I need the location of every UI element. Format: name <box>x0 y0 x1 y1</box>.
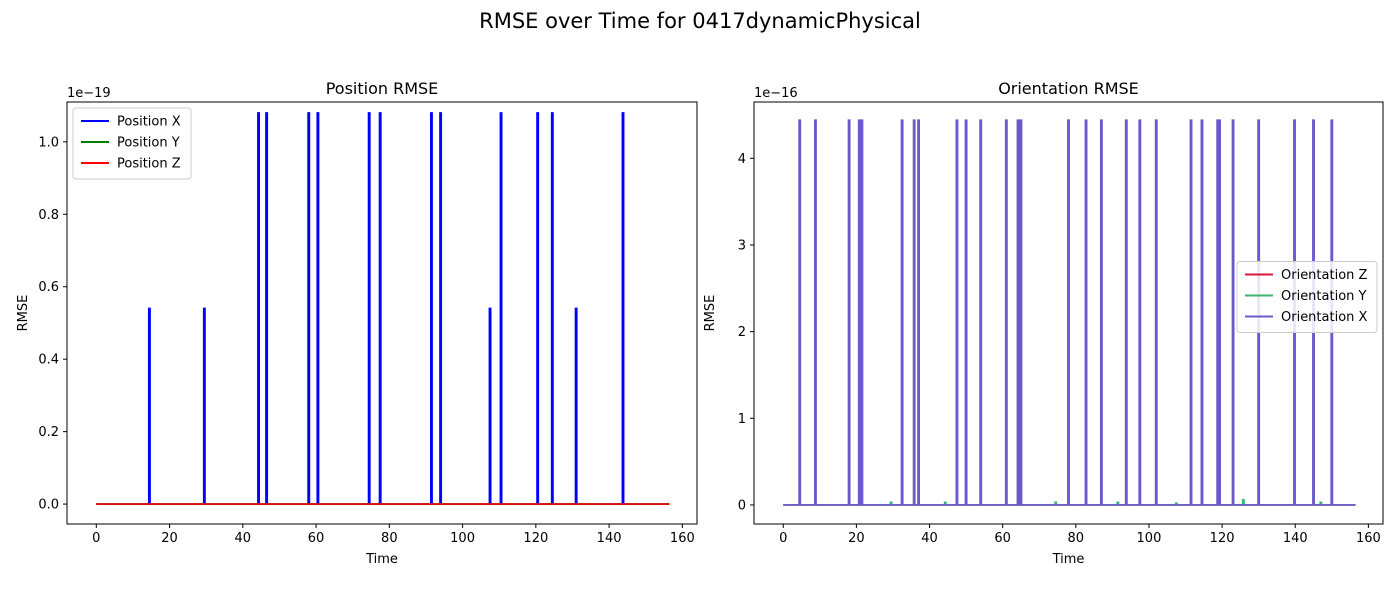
x-tick-label: 60 <box>994 531 1011 546</box>
x-tick-label: 20 <box>848 531 865 546</box>
legend-box <box>72 107 192 180</box>
legend-entry: Position X <box>117 115 181 130</box>
legend: Position X Position Y Position Z <box>72 107 192 180</box>
x-tick-label: 120 <box>1210 531 1235 546</box>
y-tick-label: 1.0 <box>38 135 59 150</box>
x-tick-label: 60 <box>308 531 325 546</box>
y-tick-label: 0.8 <box>38 208 59 223</box>
legend-entry: Position Y <box>117 136 180 151</box>
legend-entry: Position Z <box>117 157 181 172</box>
x-tick-label: 100 <box>1137 531 1162 546</box>
series-line-orientation-x <box>783 119 1356 506</box>
x-tick-label: 160 <box>670 531 695 546</box>
x-tick-label: 80 <box>1068 531 1085 546</box>
legend-entry: Orientation Z <box>1281 268 1368 283</box>
y-tick-label: 0.0 <box>38 498 59 513</box>
y-tick-label: 0.6 <box>38 280 59 295</box>
x-tick-label: 120 <box>523 531 548 546</box>
y-tick-label: 1 <box>738 412 746 427</box>
y-tick-label: 0 <box>738 498 746 513</box>
legend: Orientation Z Orientation Y Orientation X <box>1236 261 1378 333</box>
figure-suptitle: RMSE over Time for 0417dynamicPhysical <box>479 9 921 33</box>
x-tick-label: 0 <box>92 531 100 546</box>
legend-box <box>1236 261 1378 333</box>
x-tick-label: 0 <box>779 531 787 546</box>
x-tick-label: 40 <box>235 531 252 546</box>
x-tick-label: 40 <box>921 531 938 546</box>
axes-frame <box>66 101 698 525</box>
y-tick-label: 2 <box>738 325 746 340</box>
y-tick-label: 0.4 <box>38 353 59 368</box>
axes-frame <box>753 101 1384 525</box>
legend-entry: Orientation Y <box>1281 289 1367 304</box>
legend-entry: Orientation X <box>1281 310 1368 325</box>
x-tick-label: 80 <box>381 531 398 546</box>
y-axis-label: RMSE <box>16 295 31 332</box>
plot-area <box>96 112 670 505</box>
y-tick-label: 3 <box>738 238 746 253</box>
y-axis-label: RMSE <box>703 295 718 332</box>
chart-1: Position RMSE 1e−19 0 20 40 60 80 100 120 140 160 0… <box>16 79 698 567</box>
chart-title: Orientation RMSE <box>998 79 1139 98</box>
x-axis-label: Time <box>365 552 398 567</box>
x-tick-label: 140 <box>1283 531 1308 546</box>
y-offset-label: 1e−16 <box>754 86 798 101</box>
plot-area <box>783 119 1356 506</box>
x-tick-label: 100 <box>450 531 475 546</box>
chart-title: Position RMSE <box>326 79 439 98</box>
x-tick-label: 160 <box>1356 531 1381 546</box>
y-tick-label: 4 <box>738 152 746 167</box>
x-tick-label: 140 <box>597 531 622 546</box>
y-offset-label: 1e−19 <box>67 86 111 101</box>
y-tick-label: 0.2 <box>38 425 59 440</box>
x-axis-label: Time <box>1052 552 1085 567</box>
x-tick-label: 20 <box>161 531 178 546</box>
